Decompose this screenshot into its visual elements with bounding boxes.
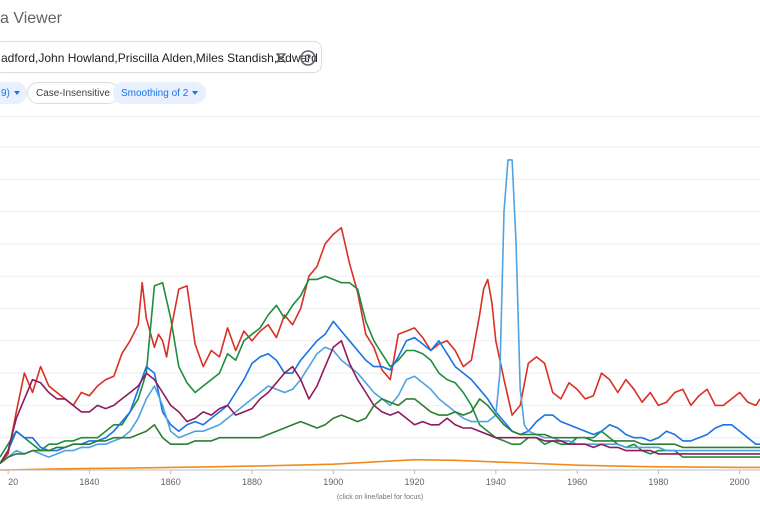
x-tick-label: 1980 [648, 477, 668, 487]
help-icon[interactable] [298, 48, 318, 68]
search-query-text: adford,John Howland,Priscilla Alden,Mile… [1, 51, 318, 65]
grid-layer [0, 146, 760, 439]
chevron-down-icon [192, 91, 199, 96]
x-tick-label: 1960 [567, 477, 587, 487]
close-icon[interactable] [271, 48, 291, 68]
search-input[interactable]: adford,John Howland,Priscilla Alden,Mile… [0, 41, 322, 73]
x-tick-label: 1900 [323, 477, 343, 487]
app-title: a Viewer [0, 10, 62, 27]
x-tick-label: 1840 [79, 477, 99, 487]
chevron-down-icon [13, 91, 20, 96]
ngram-chart: 20 1840 1860 1880 1900 1920 1940 1960 1980 2000 [0, 146, 760, 487]
series-line-7[interactable] [0, 458, 760, 471]
x-tick-label: 20 [8, 477, 18, 487]
x-tick-label: 2000 [730, 477, 750, 487]
series-line-4[interactable] [0, 159, 760, 465]
x-tick-label: 1860 [161, 477, 181, 487]
x-tick-label: 1920 [405, 477, 425, 487]
series-line-3[interactable] [0, 320, 760, 464]
case-insensitive-toggle[interactable]: Case-Insensitive [27, 82, 119, 104]
series-line-6[interactable] [0, 398, 760, 465]
corpus-dropdown[interactable]: 9) [0, 82, 27, 104]
series-line-1[interactable] [0, 227, 760, 465]
toolbar-divider [0, 116, 760, 117]
x-tick-label: 1940 [486, 477, 506, 487]
corpus-dropdown-label: 9) [1, 88, 10, 99]
focus-hint: (click on line/label for focus) [336, 494, 424, 501]
x-axis: 20 1840 1860 1880 1900 1920 1940 1960 1980 2000 [0, 469, 760, 487]
series-line-5[interactable] [0, 340, 760, 464]
lines-layer [0, 159, 760, 471]
smoothing-dropdown-label: Smoothing of 2 [121, 88, 189, 99]
smoothing-dropdown[interactable]: Smoothing of 2 [113, 82, 207, 104]
x-tick-label: 1880 [242, 477, 262, 487]
case-insensitive-label: Case-Insensitive [36, 88, 110, 99]
